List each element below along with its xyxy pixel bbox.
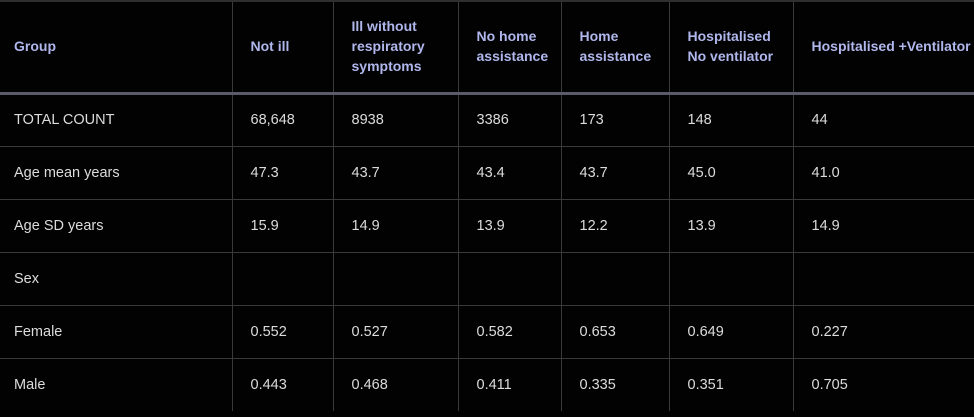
cell-value: 8938 — [333, 93, 459, 147]
cell-value: 47.3 — [232, 146, 334, 200]
row-label: Age mean years — [0, 146, 233, 200]
cell-value: 13.9 — [458, 199, 562, 253]
row-label: Age SD years — [0, 199, 233, 253]
cell-value: 43.4 — [458, 146, 562, 200]
cell-value: 0.653 — [561, 305, 670, 359]
cell-value — [333, 252, 459, 306]
cell-value: 0.527 — [333, 305, 459, 359]
table-header: Group Not ill Ill without respiratory symp… — [0, 1, 974, 95]
cell-value: 0.649 — [669, 305, 794, 359]
column-header-5: Hospitalised No ventilator — [669, 1, 794, 95]
row-label: TOTAL COUNT — [0, 93, 233, 147]
table-row: Age SD years 15.9 14.9 13.9 12.2 13.9 14.9 — [0, 199, 974, 253]
column-header-1: Not ill — [232, 1, 334, 95]
cell-value — [561, 252, 670, 306]
cell-value: 14.9 — [793, 199, 974, 253]
cell-value: 15.9 — [232, 199, 334, 253]
cell-value: 0.443 — [232, 358, 334, 411]
cell-value: 0.705 — [793, 358, 974, 411]
cell-value: 12.2 — [561, 199, 670, 253]
column-header-2: Ill without respiratory symptoms — [333, 1, 459, 95]
cell-value: 43.7 — [333, 146, 459, 200]
cell-value: 0.411 — [458, 358, 562, 411]
header-row: Group Not ill Ill without respiratory symp… — [0, 1, 974, 95]
cell-value: 173 — [561, 93, 670, 147]
cell-value: 43.7 — [561, 146, 670, 200]
column-header-4: Home assistance — [561, 1, 670, 95]
cell-value: 44 — [793, 93, 974, 147]
cell-value — [232, 252, 334, 306]
cell-value: 13.9 — [669, 199, 794, 253]
cell-value — [793, 252, 974, 306]
cell-value: 3386 — [458, 93, 562, 147]
column-header-6: Hospitalised +Ventilator — [793, 1, 974, 95]
table-row: Sex — [0, 252, 974, 306]
row-label: Sex — [0, 252, 233, 306]
cell-value — [669, 252, 794, 306]
row-label: Male — [0, 358, 233, 411]
cell-value: 0.582 — [458, 305, 562, 359]
table-row: Age mean years 47.3 43.7 43.4 43.7 45.0 41.0 — [0, 146, 974, 200]
cell-value: 68,648 — [232, 93, 334, 147]
table-body: TOTAL COUNT 68,648 8938 3386 173 148 44 Age mea… — [0, 93, 974, 411]
cell-value: 0.227 — [793, 305, 974, 359]
table-row: Male 0.443 0.468 0.411 0.335 0.351 0.705 — [0, 358, 974, 411]
column-header-0: Group — [0, 1, 233, 95]
cell-value: 0.335 — [561, 358, 670, 411]
table-row: TOTAL COUNT 68,648 8938 3386 173 148 44 — [0, 93, 974, 147]
cell-value: 41.0 — [793, 146, 974, 200]
cell-value: 0.351 — [669, 358, 794, 411]
cell-value: 14.9 — [333, 199, 459, 253]
cell-value: 45.0 — [669, 146, 794, 200]
column-header-3: No home assistance — [458, 1, 562, 95]
cell-value: 148 — [669, 93, 794, 147]
row-label: Female — [0, 305, 233, 359]
cell-value — [458, 252, 562, 306]
table-row: Female 0.552 0.527 0.582 0.653 0.649 0.227 — [0, 305, 974, 359]
cell-value: 0.552 — [232, 305, 334, 359]
cell-value: 0.468 — [333, 358, 459, 411]
